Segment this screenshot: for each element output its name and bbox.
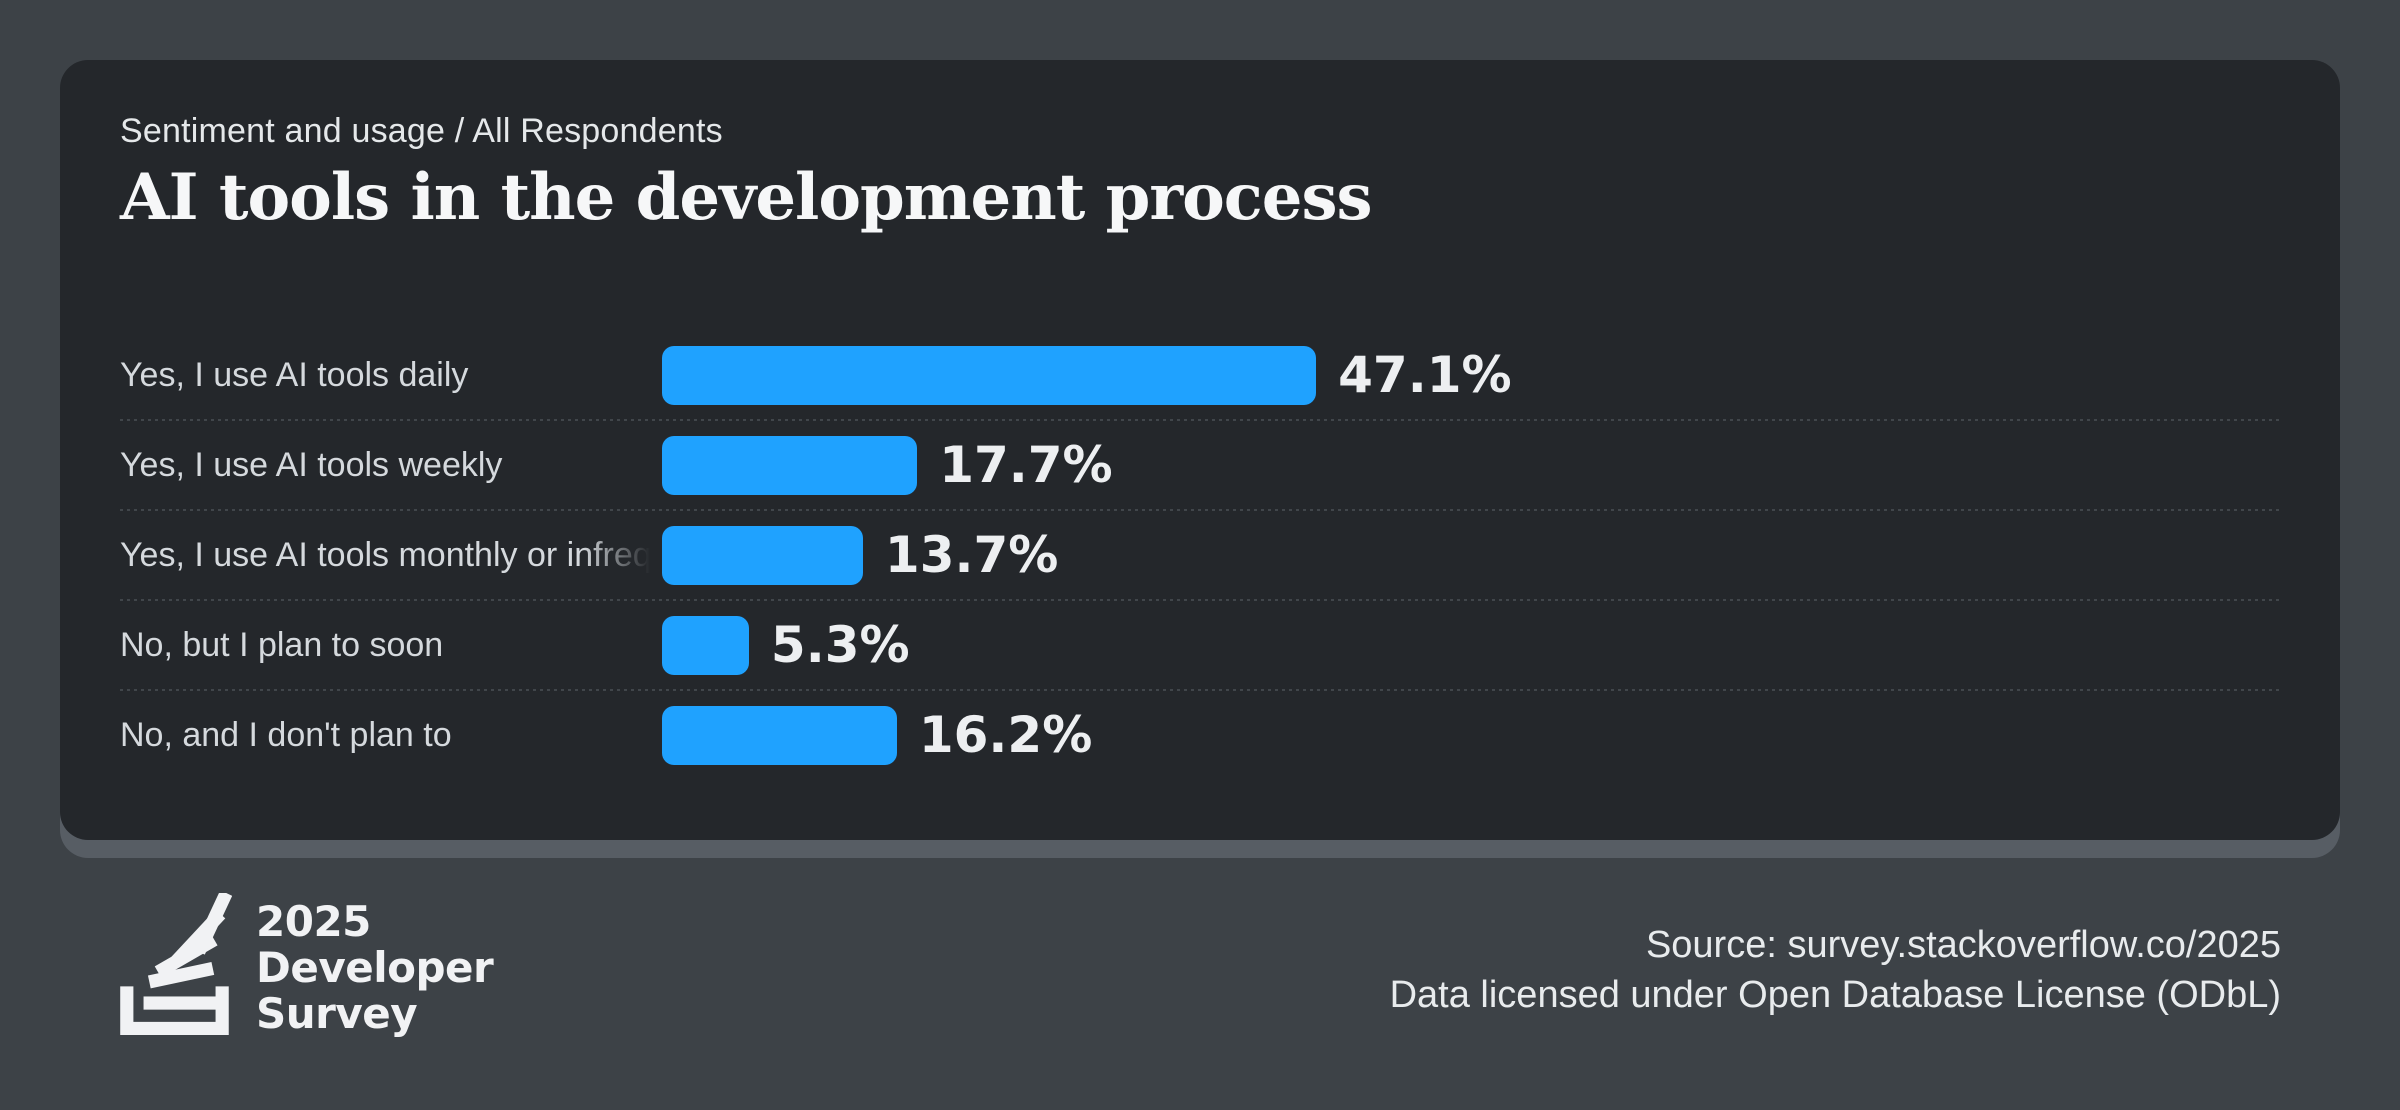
chart-card: Sentiment and usage / All Respondents AI… xyxy=(60,60,2340,840)
bar xyxy=(662,705,897,765)
row-label: Yes, I use AI tools weekly xyxy=(120,445,662,485)
logo-word-developer: Developer xyxy=(256,943,494,992)
bar xyxy=(662,615,749,675)
value-label: 16.2% xyxy=(918,706,1093,764)
row-label: Yes, I use AI tools daily xyxy=(120,355,662,395)
chart-row: No, but I plan to soon 5.3% xyxy=(120,599,2280,690)
value-label: 17.7% xyxy=(939,436,1113,494)
logo-word-survey: Survey xyxy=(256,989,418,1038)
chart-row: Yes, I use AI tools monthly or infrequen… xyxy=(120,509,2280,600)
value-label: 13.7% xyxy=(884,526,1059,584)
breadcrumb: Sentiment and usage / All Respondents xyxy=(120,112,723,150)
chart-row: No, and I don't plan to 16.2% xyxy=(120,689,2280,780)
bar xyxy=(662,435,918,495)
row-label: Yes, I use AI tools monthly or infrequen… xyxy=(120,535,662,575)
bar-chart: Yes, I use AI tools daily 47.1% Yes, I use… xyxy=(120,330,2280,780)
stackoverflow-survey-logo: 2025 Developer Survey xyxy=(120,893,494,1038)
logo-year: 2025 xyxy=(256,897,371,946)
bar xyxy=(662,525,863,585)
source-url: Source: survey.stackoverflow.co/2025 xyxy=(1645,924,2281,966)
chart-row: Yes, I use AI tools weekly 17.7% xyxy=(120,419,2280,510)
page-title: AI tools in the development process xyxy=(120,160,1372,235)
stackoverflow-icon xyxy=(120,893,232,1035)
value-label: 5.3% xyxy=(770,616,910,674)
license-note: Data licensed under Open Database Licens… xyxy=(1389,974,2281,1016)
row-label: No, but I plan to soon xyxy=(120,625,662,665)
value-label: 47.1% xyxy=(1338,346,1512,404)
row-label: No, and I don't plan to xyxy=(120,715,662,755)
chart-row: Yes, I use AI tools daily 47.1% xyxy=(120,330,2280,420)
bar xyxy=(662,345,1317,405)
survey-logo-text: 2025 Developer Survey xyxy=(256,897,494,1038)
source-attribution: Source: survey.stackoverflow.co/2025 Dat… xyxy=(1390,920,2281,1020)
